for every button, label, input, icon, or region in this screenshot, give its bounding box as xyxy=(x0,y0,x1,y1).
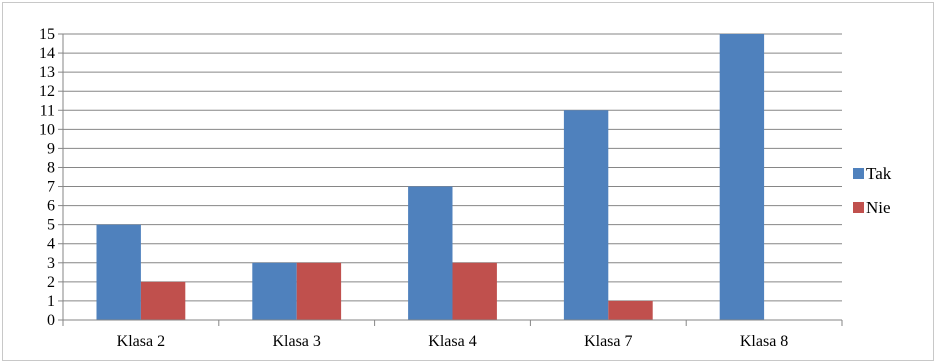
bar-nie-2 xyxy=(452,262,497,320)
x-tick-label: Klasa 3 xyxy=(272,333,320,350)
legend-swatch-nie xyxy=(853,202,864,213)
y-tick-label: 10 xyxy=(39,121,55,138)
y-tick-label: 14 xyxy=(39,45,55,62)
legend-label-tak: Tak xyxy=(866,164,892,183)
x-tick-label: Klasa 2 xyxy=(117,333,165,350)
y-tick-label: 8 xyxy=(47,159,55,176)
y-tick-label: 4 xyxy=(47,236,55,253)
legend: Tak Nie xyxy=(853,164,892,217)
y-tick-label: 11 xyxy=(40,102,55,119)
y-tick-label: 7 xyxy=(47,179,55,196)
x-tick-label: Klasa 4 xyxy=(428,333,476,350)
y-tick-label: 5 xyxy=(47,217,55,234)
y-tick-label: 2 xyxy=(47,274,55,291)
y-tick-label: 6 xyxy=(47,198,55,215)
y-tick-label: 9 xyxy=(47,140,55,157)
y-tick-label: 12 xyxy=(39,83,55,100)
bar-tak-3 xyxy=(563,110,609,321)
bar-tak-1 xyxy=(252,262,297,320)
bar-nie-0 xyxy=(140,281,186,320)
bar-nie-1 xyxy=(296,262,342,320)
bar-nie-3 xyxy=(608,300,653,320)
x-tick-label: Klasa 8 xyxy=(740,333,788,350)
y-tick-label: 13 xyxy=(39,64,55,81)
bar-tak-4 xyxy=(719,34,765,320)
y-tick-label: 1 xyxy=(47,293,55,310)
x-tick-label: Klasa 7 xyxy=(584,333,632,350)
y-tick-label: 15 xyxy=(39,26,55,43)
bar-tak-0 xyxy=(96,224,141,320)
bars xyxy=(96,34,765,321)
legend-swatch-tak xyxy=(853,168,864,179)
bar-tak-2 xyxy=(408,186,453,320)
y-tick-label: 0 xyxy=(47,312,55,329)
legend-label-nie: Nie xyxy=(866,198,891,217)
axes xyxy=(58,33,843,326)
x-tick-labels: Klasa 2 Klasa 3 Klasa 4 Klasa 7 Klasa 8 xyxy=(117,333,789,350)
y-tick-label: 3 xyxy=(47,255,55,272)
